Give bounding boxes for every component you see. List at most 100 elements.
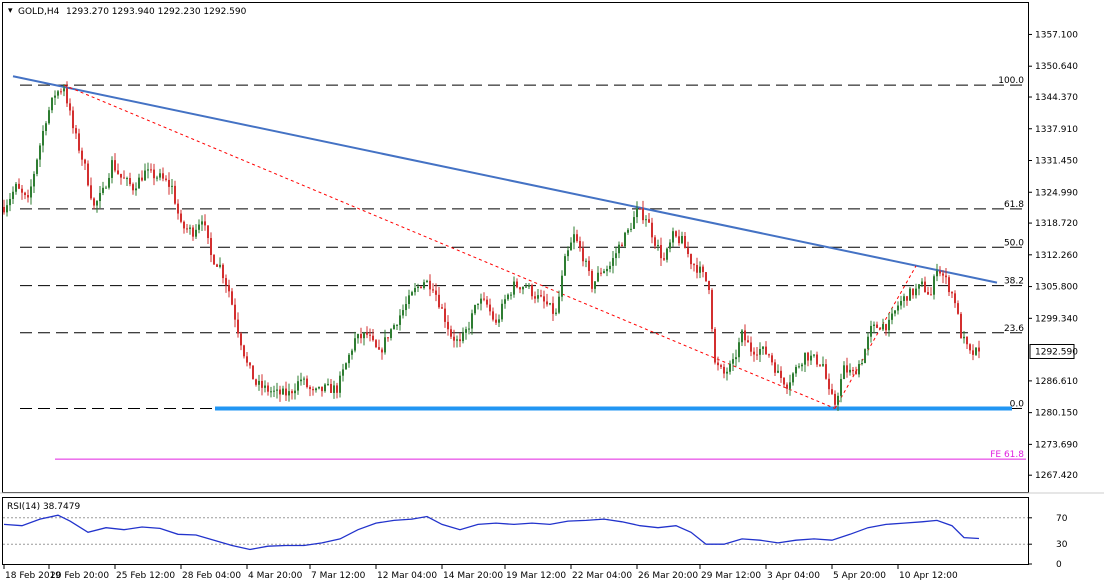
candle-body xyxy=(246,356,248,363)
candle-body xyxy=(285,388,287,396)
candle-body xyxy=(888,319,890,331)
fib-level-label: 23.6 xyxy=(1004,324,1024,334)
candle-body xyxy=(465,329,467,333)
candle-body xyxy=(492,311,494,320)
candle-body xyxy=(258,380,260,385)
candle-body xyxy=(681,235,683,244)
candle-body xyxy=(429,280,431,290)
candle-body xyxy=(558,296,560,313)
fibonacci-levels: 100.0 61.8 50.0 38.2 23.6 0.0 FE 61.8 xyxy=(20,76,1026,460)
price-tick-label: 1273.690 xyxy=(1035,440,1078,450)
candle-body xyxy=(978,347,980,352)
candle-body xyxy=(66,88,68,104)
symbol-label: GOLD,H4 xyxy=(18,7,60,17)
candle-body xyxy=(633,217,635,229)
candle-body xyxy=(204,221,206,226)
candle-body xyxy=(921,281,923,285)
candle-body xyxy=(459,339,461,342)
price-tick-label: 1331.450 xyxy=(1035,157,1078,167)
candle-body xyxy=(783,377,785,385)
candle-body xyxy=(408,295,410,305)
candle-body xyxy=(150,169,152,171)
candle-body xyxy=(174,185,176,204)
candle-body xyxy=(828,378,830,390)
candle-body xyxy=(900,300,902,306)
price-tick-label: 1324.990 xyxy=(1035,188,1078,198)
candle-body xyxy=(372,335,374,341)
trendlines xyxy=(12,75,998,409)
candle-body xyxy=(87,163,89,186)
candle-body xyxy=(972,350,974,355)
candle-body xyxy=(414,288,416,293)
candle-body xyxy=(867,336,869,350)
price-tick-label: 1312.260 xyxy=(1035,251,1078,261)
candle-body xyxy=(543,296,545,302)
candle-body xyxy=(444,308,446,322)
candle-body xyxy=(132,184,134,191)
candle-body xyxy=(240,333,242,346)
candle-body xyxy=(948,277,950,293)
candle-body xyxy=(816,354,818,365)
candle-body xyxy=(450,329,452,337)
collapse-arrow-icon[interactable]: ▾ xyxy=(8,6,13,16)
candle-body xyxy=(837,395,839,405)
time-tick-label: 14 Mar 20:00 xyxy=(443,571,503,581)
candle-body xyxy=(144,170,146,181)
candle-body xyxy=(675,231,677,237)
candle-body xyxy=(441,307,443,309)
candle-body xyxy=(273,390,275,392)
candle-body xyxy=(351,350,353,355)
candle-body xyxy=(327,383,329,385)
candle-body xyxy=(606,268,608,272)
candle-body xyxy=(345,363,347,370)
candle-body xyxy=(708,281,710,291)
candle-body xyxy=(483,298,485,300)
candle-body xyxy=(846,365,848,373)
candle-body xyxy=(111,160,113,178)
fib-level-label: 61.8 xyxy=(1004,200,1024,210)
candle-body xyxy=(600,272,602,274)
fib-level-label: 100.0 xyxy=(998,76,1024,86)
candle-body xyxy=(864,349,866,364)
candle-body xyxy=(741,330,743,343)
candle-body xyxy=(129,178,131,185)
candle-body xyxy=(546,301,548,305)
candle-body xyxy=(159,173,161,178)
candle-body xyxy=(405,304,407,311)
candle-body xyxy=(300,379,302,382)
candle-body xyxy=(573,234,575,243)
candle-body xyxy=(834,393,836,405)
candle-body xyxy=(360,334,362,339)
candle-body xyxy=(723,366,725,374)
candle-body xyxy=(417,286,419,289)
candle-body xyxy=(84,159,86,164)
candle-body xyxy=(975,347,977,355)
candle-body xyxy=(801,364,803,367)
candle-body xyxy=(264,385,266,388)
candle-body xyxy=(117,170,119,174)
candle-body xyxy=(825,364,827,379)
candle-body xyxy=(630,228,632,230)
candle-body xyxy=(99,192,101,202)
candle-body xyxy=(858,364,860,375)
time-tick-label: 18 Feb 2019 xyxy=(5,571,61,581)
candle-body xyxy=(537,295,539,299)
candle-body xyxy=(231,291,233,305)
candle-body xyxy=(939,270,941,274)
candle-body xyxy=(243,345,245,357)
candle-body xyxy=(849,369,851,373)
time-tick-label: 20 Feb 20:00 xyxy=(50,571,109,581)
candle-body xyxy=(717,362,719,366)
candle-body xyxy=(114,160,116,171)
candle-body xyxy=(822,364,824,366)
candle-body xyxy=(702,266,704,273)
rsi-tick-label: 70 xyxy=(1056,514,1068,524)
candle-body xyxy=(411,292,413,296)
candle-body xyxy=(960,313,962,339)
candle-body xyxy=(9,198,11,206)
candle-body xyxy=(744,330,746,341)
candle-body xyxy=(873,324,875,326)
candle-body xyxy=(306,378,308,388)
candle-body xyxy=(192,227,194,237)
